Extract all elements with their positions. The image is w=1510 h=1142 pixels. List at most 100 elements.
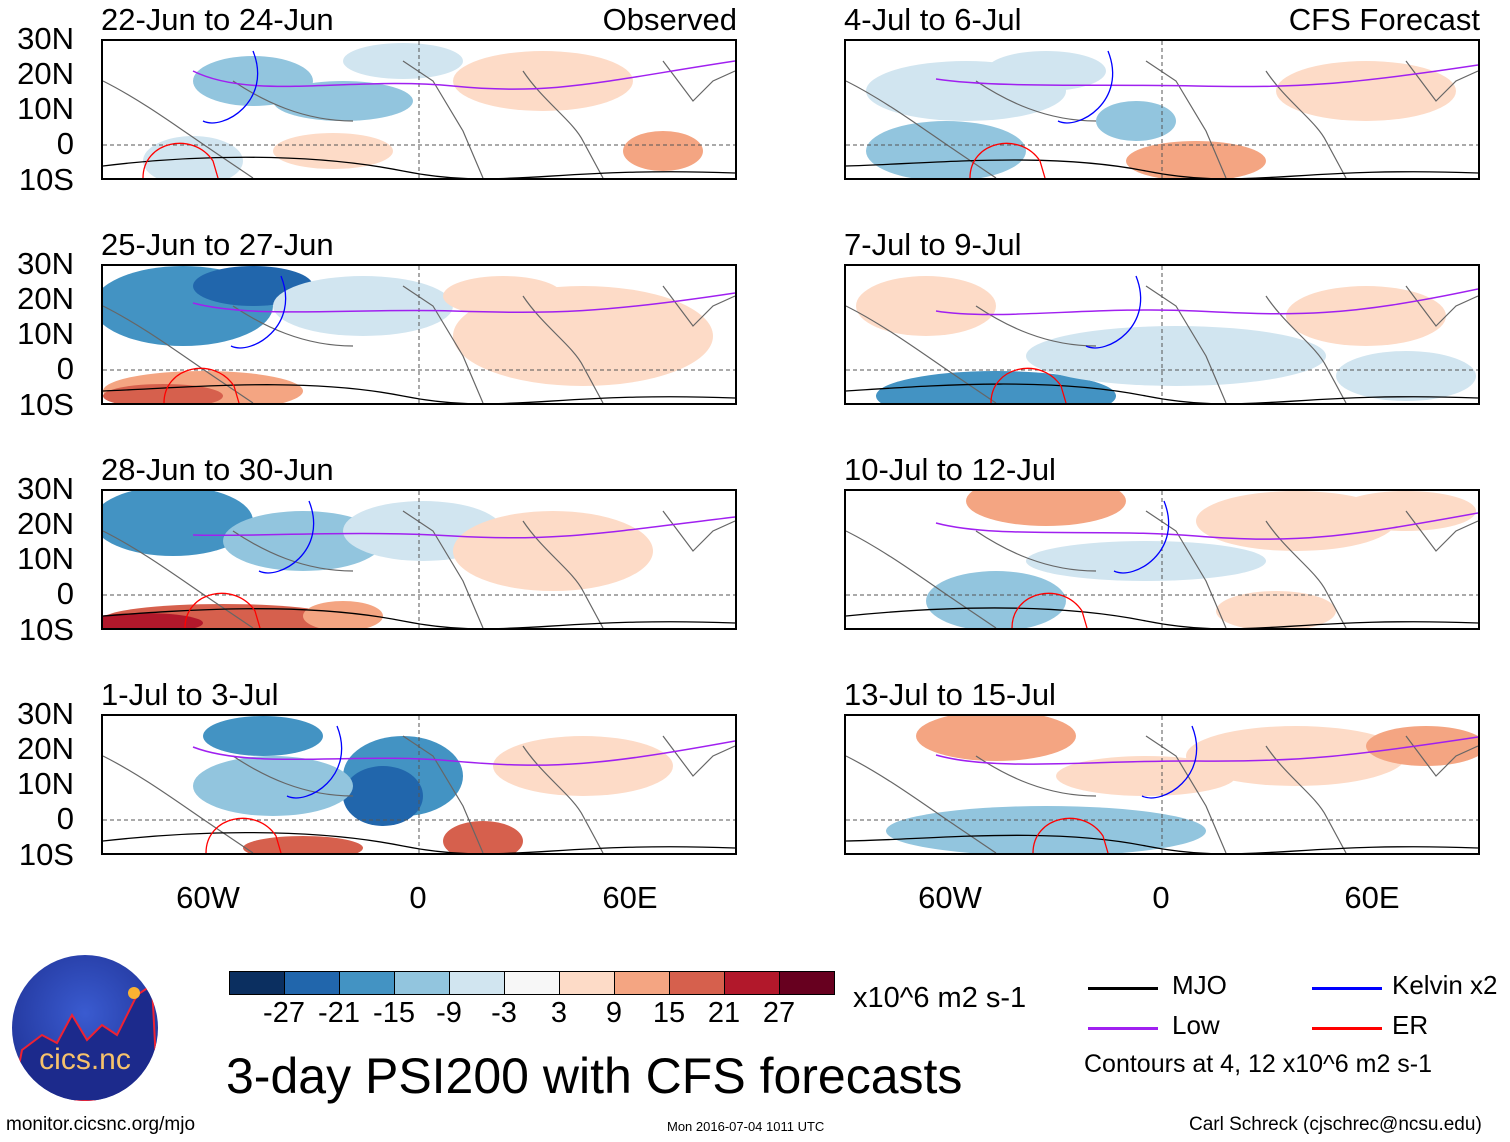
lat-label: 20N — [17, 731, 74, 766]
lat-label: 10N — [17, 91, 74, 126]
coastline — [103, 60, 735, 178]
legend-line-er — [1312, 1027, 1382, 1030]
anomaly-shading — [866, 121, 1026, 178]
colorbar-units: x10^6 m2 s-1 — [853, 982, 1027, 1014]
kelvin-contour — [286, 725, 343, 799]
mjo-contour — [103, 831, 735, 853]
low-contour — [935, 736, 1478, 765]
panel-tag: Observed — [602, 2, 737, 37]
anomaly-shading — [203, 716, 323, 756]
lat-label: 10S — [18, 612, 74, 647]
legend-line-kelvin — [1312, 987, 1382, 990]
coastline — [846, 510, 1478, 628]
anomaly-shading — [886, 806, 1206, 853]
anomaly-shading — [1126, 141, 1266, 178]
colorbar-label: 15 — [652, 997, 686, 1029]
colorbar-label: -3 — [491, 997, 517, 1029]
logo-text: cics.nc — [39, 1043, 131, 1076]
kelvin-contour — [202, 50, 259, 124]
panel-title: 13-Jul to 15-Jul — [844, 677, 1056, 712]
anomaly-shading — [243, 836, 363, 853]
anomaly-shading — [103, 613, 203, 628]
mjo-contour — [846, 834, 1478, 853]
mjo-contour — [103, 608, 735, 628]
er-contour — [990, 367, 1067, 403]
lon-label: 0 — [1152, 880, 1170, 915]
lon-label: 60W — [918, 880, 982, 915]
anomaly-shading — [1026, 326, 1326, 386]
colorbar-label: 27 — [762, 997, 796, 1029]
colorbar-swatch — [560, 972, 615, 994]
map-panel-right-0 — [844, 39, 1480, 180]
colorbar-swatch — [505, 972, 560, 994]
anomaly-shading — [926, 571, 1066, 628]
panel-title: 4-Jul to 6-Jul — [844, 2, 1022, 37]
colorbar-label: -9 — [436, 997, 462, 1029]
lat-label: 10N — [17, 316, 74, 351]
mountain-icon — [12, 983, 158, 1101]
anomaly-shading — [193, 756, 353, 816]
map-panel-left-1 — [101, 264, 737, 405]
lat-label: 10N — [17, 766, 74, 801]
legend-label: ER — [1392, 1010, 1429, 1040]
colorbar-swatch — [780, 972, 834, 994]
lon-label: 0 — [409, 880, 427, 915]
er-contour — [163, 367, 240, 403]
kelvin-contour — [258, 500, 315, 574]
anomaly-shading — [103, 491, 253, 556]
panel-title: 1-Jul to 3-Jul — [101, 677, 279, 712]
anomaly-shading — [443, 276, 563, 316]
anomaly-shading — [273, 81, 413, 121]
anomaly-shading — [1366, 726, 1478, 766]
er-contour — [184, 592, 261, 628]
legend-label: Low — [1172, 1010, 1220, 1040]
low-contour — [935, 288, 1478, 316]
map-panel-left-0 — [101, 39, 737, 180]
colorbar-label: -15 — [373, 997, 415, 1029]
anomaly-shading — [273, 133, 393, 169]
coastline — [103, 285, 735, 403]
coastline — [846, 60, 1478, 178]
colorbar — [229, 971, 835, 995]
figure-title: 3-day PSI200 with CFS forecasts — [226, 1048, 963, 1104]
map-panel-left-2 — [101, 489, 737, 630]
colorbar-label: -21 — [318, 997, 360, 1029]
anomaly-shading — [1186, 726, 1406, 786]
anomaly-shading — [453, 51, 633, 111]
anomaly-shading — [493, 736, 673, 796]
anomaly-shading — [916, 716, 1076, 761]
anomaly-shading — [103, 384, 223, 403]
colorbar-swatch — [395, 972, 450, 994]
legend-line-mjo — [1088, 987, 1158, 990]
lat-label: 10N — [17, 541, 74, 576]
timestamp: Mon 2016-07-04 1011 UTC — [667, 1119, 825, 1134]
cics-logo: cics.nc — [12, 955, 158, 1101]
lat-label: 30N — [17, 246, 74, 281]
colorbar-swatch — [450, 972, 505, 994]
panel-title: 22-Jun to 24-Jun — [101, 2, 334, 37]
mjo-contour — [103, 156, 735, 178]
low-contour — [192, 60, 735, 90]
anomaly-shading — [1056, 756, 1236, 796]
colorbar-swatch — [725, 972, 780, 994]
lon-label: 60W — [176, 880, 240, 915]
kelvin-contour — [1057, 50, 1114, 124]
er-contour — [1011, 592, 1088, 628]
lat-label: 0 — [56, 801, 74, 836]
kelvin-contour — [1141, 725, 1198, 799]
colorbar-swatch — [340, 972, 395, 994]
anomaly-shading — [443, 821, 523, 853]
mjo-contour — [846, 383, 1478, 403]
anomaly-shading — [986, 51, 1106, 91]
panel-title: 25-Jun to 27-Jun — [101, 227, 334, 262]
coastline — [103, 735, 735, 853]
er-contour — [1032, 817, 1109, 853]
anomaly-shading — [143, 136, 243, 178]
lat-label: 20N — [17, 506, 74, 541]
anomaly-shading — [966, 491, 1126, 526]
anomaly-shading — [273, 276, 453, 336]
lat-label: 10S — [18, 837, 74, 872]
kelvin-contour — [1085, 275, 1142, 349]
lat-label: 0 — [56, 576, 74, 611]
